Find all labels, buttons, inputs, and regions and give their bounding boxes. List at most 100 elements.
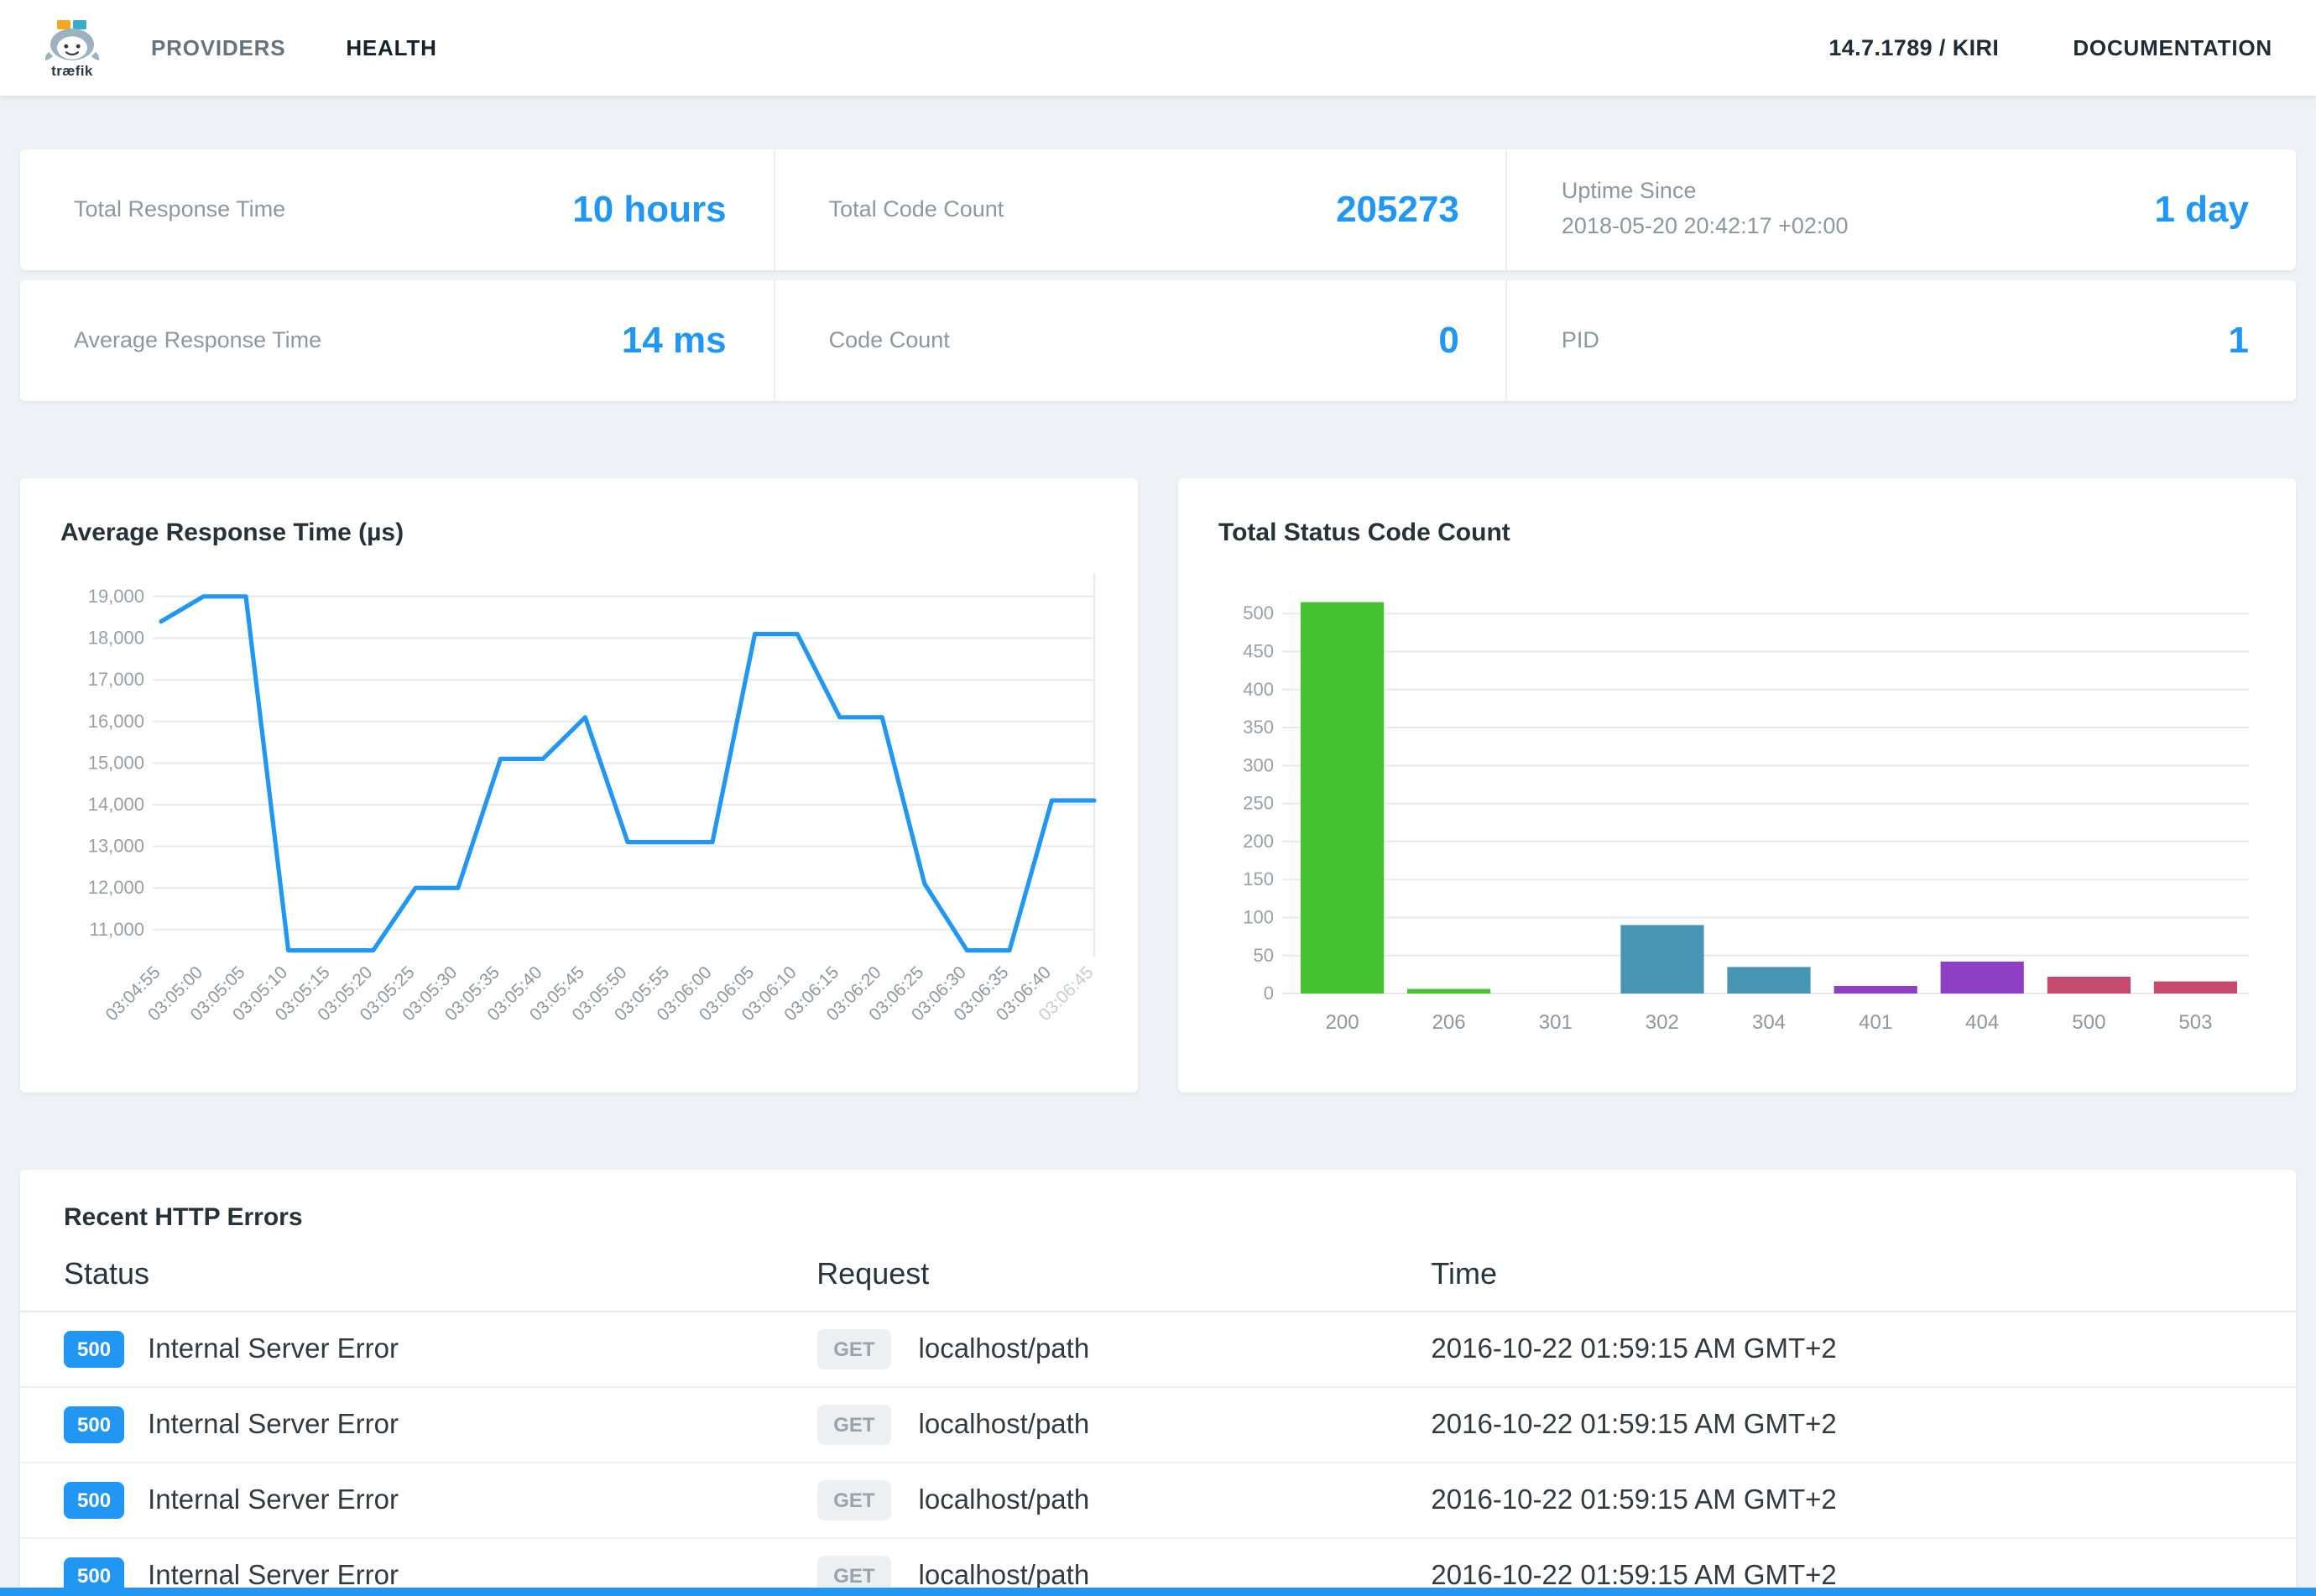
stat-value: 0 [1438, 319, 1459, 361]
svg-text:15,000: 15,000 [88, 752, 144, 773]
svg-text:11,000: 11,000 [89, 919, 144, 940]
svg-text:302: 302 [1646, 1011, 1679, 1034]
stat-label: Code Count [828, 326, 950, 352]
errors-table-title: Recent HTTP Errors [64, 1203, 303, 1232]
bar-302 [1620, 925, 1704, 994]
errors-table: Status Request Time 500 Internal Server Erro… [20, 1239, 2296, 1596]
footer-accent-bar [0, 1588, 2316, 1596]
line-chart-svg: 11,000 12,000 13,000 14,000 15,000 16,000 17,0… [88, 574, 1098, 1025]
column-header-request: Request [816, 1239, 1432, 1312]
stats-row-1: Total Response Time 10 hours Total Code Co… [20, 149, 2296, 270]
svg-text:100: 100 [1243, 906, 1274, 927]
svg-text:304: 304 [1752, 1011, 1786, 1034]
bar-503 [2153, 981, 2237, 994]
svg-text:14,000: 14,000 [88, 794, 144, 815]
stat-total-response-time: Total Response Time 10 hours [20, 149, 774, 270]
traefik-whale-icon [44, 18, 101, 65]
error-row: 500 Internal Server Error GET localhost/pat… [20, 1538, 2296, 1596]
svg-text:206: 206 [1432, 1011, 1466, 1034]
svg-text:50: 50 [1254, 945, 1274, 966]
svg-text:500: 500 [1243, 602, 1274, 623]
bar-chart-svg: 0 50 100 150 200 250 300 350 400 450 500 200 206 301 3… [1243, 602, 2249, 1034]
svg-text:200: 200 [1243, 831, 1274, 852]
stat-total-code-count: Total Code Count 205273 [773, 149, 1506, 270]
main-content: Total Response Time 10 hours Total Code Co… [0, 96, 2316, 1596]
svg-text:301: 301 [1539, 1011, 1573, 1034]
documentation-link[interactable]: DOCUMENTATION [2073, 35, 2272, 60]
bar-500 [2047, 977, 2131, 994]
http-method-badge: GET [816, 1480, 892, 1520]
stat-label: Average Response Time [74, 326, 322, 352]
svg-text:503: 503 [2178, 1011, 2212, 1034]
svg-text:18,000: 18,000 [88, 627, 144, 648]
bar-200 [1301, 602, 1385, 994]
navbar: træfik PROVIDERS HEALTH 14.7.1789 / KIRI… [0, 0, 2316, 96]
charts-row: Average Response Time (µs) 11,000 12,000 1… [20, 478, 2296, 1093]
error-time: 2016-10-22 01:59:15 AM GMT+2 [1431, 1387, 2296, 1463]
response-time-series-line [159, 594, 1097, 953]
status-code-bar-chart: 0 50 100 150 200 250 300 350 400 450 500 200 206 301 3… [1215, 561, 2269, 1084]
stat-value: 10 hours [572, 188, 727, 230]
stat-average-response-time: Average Response Time 14 ms [20, 280, 774, 401]
status-text: Internal Server Error [148, 1561, 399, 1591]
traefik-logo[interactable]: træfik [44, 18, 101, 78]
response-time-chart-card: Average Response Time (µs) 11,000 12,000 1… [20, 478, 1138, 1093]
svg-text:401: 401 [1859, 1011, 1892, 1034]
error-time: 2016-10-22 01:59:15 AM GMT+2 [1431, 1538, 2296, 1596]
status-code-badge: 500 [64, 1331, 125, 1368]
svg-text:16,000: 16,000 [88, 711, 144, 732]
svg-text:300: 300 [1243, 754, 1274, 775]
stat-code-count: Code Count 0 [773, 280, 1506, 401]
error-row: 500 Internal Server Error GET localhost/pat… [20, 1312, 2296, 1388]
svg-text:17,000: 17,000 [88, 669, 144, 690]
svg-text:0: 0 [1264, 983, 1274, 1004]
response-time-line-chart: 11,000 12,000 13,000 14,000 15,000 16,000 17,0… [57, 561, 1111, 1084]
svg-text:450: 450 [1243, 640, 1274, 661]
status-code-chart-title: Total Status Code Count [1218, 519, 1510, 547]
status-text: Internal Server Error [148, 1410, 399, 1440]
stat-value: 1 day [2154, 188, 2249, 230]
stat-value: 1 [2228, 319, 2249, 361]
bar-404 [1940, 962, 2024, 994]
request-path: localhost/path [918, 1334, 1090, 1364]
error-row: 500 Internal Server Error GET localhost/pat… [20, 1463, 2296, 1539]
error-time: 2016-10-22 01:59:15 AM GMT+2 [1431, 1463, 2296, 1539]
error-row: 500 Internal Server Error GET localhost/pat… [20, 1387, 2296, 1463]
stat-value: 14 ms [621, 319, 727, 361]
stat-uptime-since: Uptime Since 2018-05-20 20:42:17 +02:00 1 … [1505, 149, 2296, 270]
status-code-badge: 500 [64, 1482, 125, 1519]
stat-label: Total Code Count [828, 196, 1004, 222]
error-time: 2016-10-22 01:59:15 AM GMT+2 [1431, 1312, 2296, 1388]
request-path: localhost/path [918, 1410, 1090, 1440]
request-path: localhost/path [918, 1561, 1090, 1591]
brand-label: træfik [51, 61, 93, 79]
status-text: Internal Server Error [148, 1334, 399, 1364]
svg-text:200: 200 [1326, 1011, 1359, 1034]
response-time-chart-title: Average Response Time (µs) [60, 519, 404, 547]
stat-label: PID [1561, 326, 1599, 352]
stat-label: Total Response Time [74, 196, 286, 222]
svg-text:150: 150 [1243, 868, 1274, 889]
stat-value: 205273 [1336, 188, 1459, 230]
svg-text:400: 400 [1243, 679, 1274, 700]
status-code-badge: 500 [64, 1406, 125, 1443]
stat-pid: PID 1 [1505, 280, 2296, 401]
svg-text:250: 250 [1243, 793, 1274, 814]
nav-item-providers[interactable]: PROVIDERS [151, 35, 286, 60]
svg-text:500: 500 [2072, 1011, 2105, 1034]
svg-text:350: 350 [1243, 717, 1274, 738]
navbar-right: 14.7.1789 / KIRI DOCUMENTATION [1828, 35, 2272, 60]
stat-label: Uptime Since 2018-05-20 20:42:17 +02:00 [1561, 178, 1849, 238]
svg-text:13,000: 13,000 [88, 836, 144, 857]
status-code-chart-card: Total Status Code Count 0 50 100 150 200 250 3… [1178, 478, 2296, 1093]
stats-row-2: Average Response Time 14 ms Code Count 0 PID… [20, 280, 2296, 401]
svg-text:19,000: 19,000 [88, 586, 144, 607]
http-method-badge: GET [816, 1405, 892, 1445]
bar-401 [1834, 986, 1917, 994]
svg-text:404: 404 [1965, 1011, 1999, 1034]
nav-item-health[interactable]: HEALTH [346, 35, 437, 60]
status-text: Internal Server Error [148, 1485, 399, 1515]
main-nav: PROVIDERS HEALTH [151, 35, 437, 60]
http-method-badge: GET [816, 1329, 892, 1369]
